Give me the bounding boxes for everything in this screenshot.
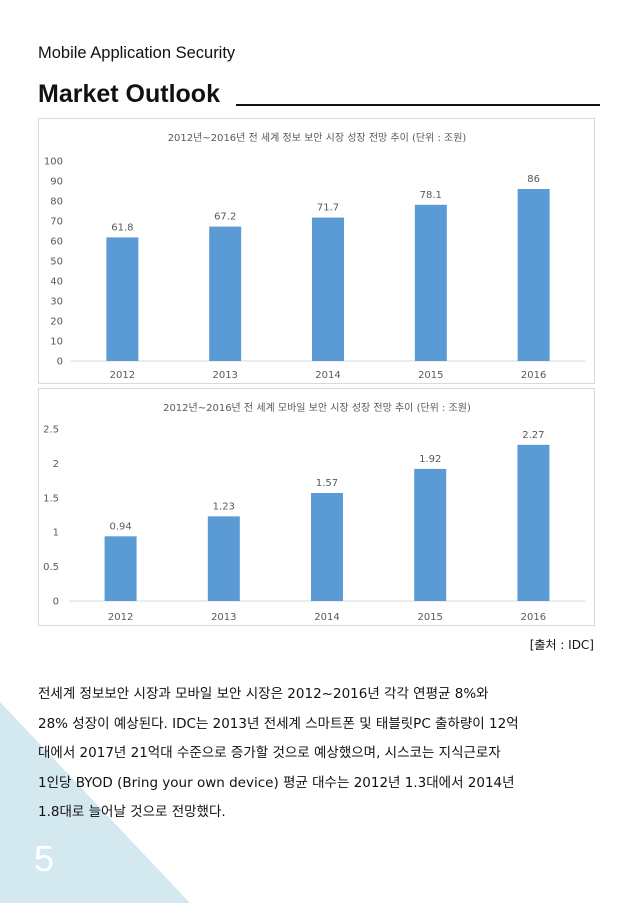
data-label: 67.2 [214, 212, 236, 223]
bar-2015 [414, 468, 447, 601]
body-line: 28% 성장이 예상된다. IDC는 2013년 전세계 스마트폰 및 태블릿P… [38, 715, 519, 732]
data-label: 2.27 [522, 430, 544, 441]
data-label: 71.7 [317, 203, 339, 214]
y-tick-label: 2 [53, 459, 59, 470]
y-tick-label: 90 [50, 177, 63, 188]
y-tick-label: 0.5 [43, 562, 59, 573]
x-tick-label: 2014 [315, 370, 340, 381]
body-line: 대에서 2017년 21억대 수준으로 증가할 것으로 예상했으며, 시스코는 … [38, 745, 501, 761]
y-tick-label: 1 [53, 528, 59, 539]
x-tick-label: 2015 [418, 370, 443, 381]
y-tick-label: 50 [50, 257, 63, 268]
data-label: 1.57 [316, 478, 338, 489]
bar-2013 [207, 516, 240, 601]
section-title: Market Outlook [38, 80, 220, 108]
title-underline [236, 104, 600, 106]
chart-title: 2012년~2016년 전 세계 모바일 보안 시장 성장 전망 추이 (단위 … [163, 401, 471, 414]
data-label: 61.8 [111, 222, 133, 233]
data-label: 78.1 [420, 190, 442, 201]
bar-2015 [414, 204, 447, 361]
y-tick-label: 0 [53, 597, 59, 608]
body-paragraph: 전세계 정보보안 시장과 모바일 보안 시장은 2012~2016년 각각 연평… [38, 680, 598, 828]
bar-2016 [517, 444, 550, 601]
mobile-security-chart-svg: 2012년~2016년 전 세계 모바일 보안 시장 성장 전망 추이 (단위 … [43, 401, 585, 623]
bar-2013 [209, 226, 242, 361]
document-subtitle: Mobile Application Security [38, 44, 236, 62]
y-tick-label: 70 [50, 217, 63, 228]
x-tick-label: 2016 [521, 612, 546, 623]
bar-2014 [311, 492, 343, 601]
x-tick-label: 2016 [521, 370, 546, 381]
x-tick-label: 2012 [108, 612, 133, 623]
bar-2012 [106, 237, 139, 361]
x-tick-label: 2015 [417, 612, 442, 623]
bar-2016 [517, 189, 550, 361]
security-market-chart-svg: 2012년~2016년 전 세계 정보 보안 시장 성장 전망 추이 (단위 :… [44, 131, 585, 381]
bar-2014 [312, 217, 344, 361]
y-tick-label: 40 [50, 277, 63, 288]
body-line: 전세계 정보보안 시장과 모바일 보안 시장은 2012~2016년 각각 연평… [38, 686, 489, 702]
x-tick-label: 2012 [110, 370, 135, 381]
y-tick-label: 100 [44, 157, 63, 168]
data-label: 1.23 [213, 501, 235, 512]
y-tick-label: 30 [50, 297, 63, 308]
data-label: 86 [527, 174, 540, 185]
y-tick-label: 20 [50, 317, 63, 328]
body-line: 1.8대로 늘어날 것으로 전망했다. [38, 804, 226, 820]
data-label: 0.94 [109, 521, 131, 532]
y-tick-label: 1.5 [43, 493, 59, 504]
page-number: 5 [34, 838, 55, 879]
y-tick-label: 60 [50, 237, 63, 248]
security-market-chart: 2012년~2016년 전 세계 정보 보안 시장 성장 전망 추이 (단위 :… [38, 118, 595, 384]
data-label: 1.92 [419, 454, 441, 465]
source-note: [출처 : IDC] [529, 638, 594, 652]
bar-2012 [104, 536, 137, 601]
y-tick-label: 80 [50, 197, 63, 208]
x-tick-label: 2013 [211, 612, 236, 623]
chart-title: 2012년~2016년 전 세계 정보 보안 시장 성장 전망 추이 (단위 :… [168, 131, 467, 144]
x-tick-label: 2013 [212, 370, 237, 381]
mobile-security-chart: 2012년~2016년 전 세계 모바일 보안 시장 성장 전망 추이 (단위 … [38, 388, 595, 626]
y-tick-label: 10 [50, 337, 63, 348]
y-tick-label: 2.5 [43, 425, 59, 436]
body-line: 1인당 BYOD (Bring your own device) 평균 대수는 … [38, 774, 515, 791]
y-tick-label: 0 [57, 357, 63, 368]
x-tick-label: 2014 [314, 612, 339, 623]
